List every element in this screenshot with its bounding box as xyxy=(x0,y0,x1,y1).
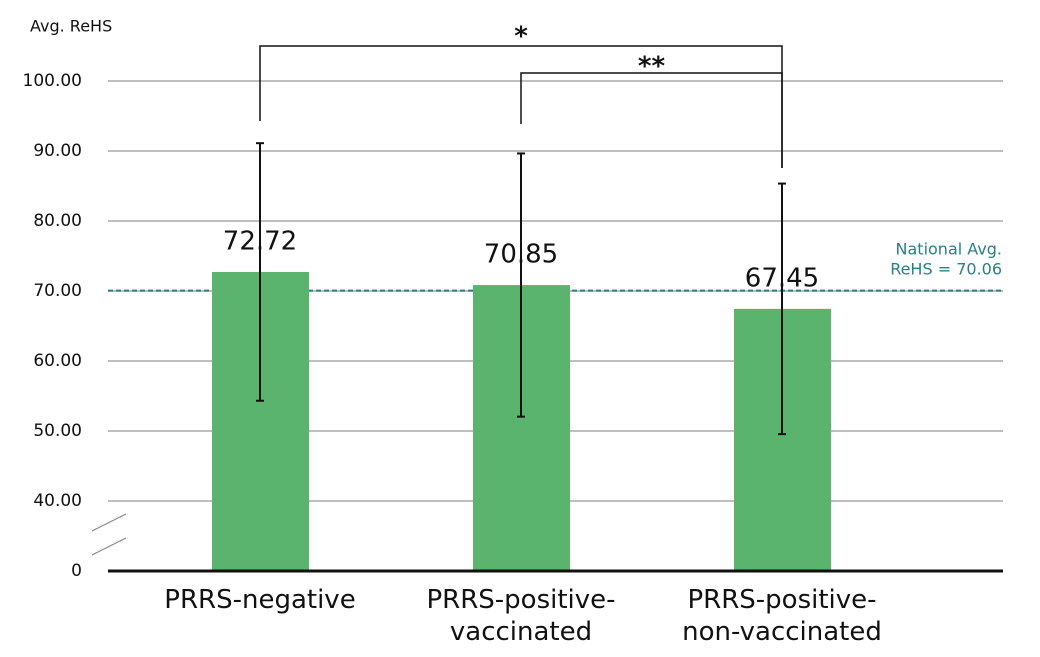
y-tick-label: 0 xyxy=(71,561,82,581)
significance-label: * xyxy=(514,22,528,52)
value-label: 70.85 xyxy=(484,240,558,270)
y-tick-label: 80.00 xyxy=(33,211,82,231)
axis-break xyxy=(91,537,127,556)
x-tick-label-line: non-vaccinated xyxy=(682,617,882,647)
x-tick-label-line: PRRS-negative xyxy=(164,585,355,615)
y-tick-label: 50.00 xyxy=(33,421,82,441)
y-tick-label: 90.00 xyxy=(33,141,82,161)
x-tick-label: PRRS-positive-non-vaccinated xyxy=(682,585,882,647)
y-tick-label: 60.00 xyxy=(33,351,82,371)
x-tick-label: PRRS-negative xyxy=(164,585,355,615)
significance-label: ** xyxy=(638,52,666,82)
error-bar xyxy=(778,182,786,436)
value-label: 72.72 xyxy=(223,226,297,256)
x-tick-label-line: PRRS-positive- xyxy=(687,585,876,615)
y-axis-label: Avg. ReHS xyxy=(30,17,112,36)
x-tick-label: PRRS-positive-vaccinated xyxy=(426,585,615,647)
y-tick-label: 70.00 xyxy=(33,281,82,301)
x-tick-label-line: vaccinated xyxy=(450,617,592,647)
y-tick-label: 100.00 xyxy=(23,71,82,91)
axis-break xyxy=(91,513,127,532)
y-tick-label: 40.00 xyxy=(33,491,82,511)
reference-label: National Avg. xyxy=(896,240,1002,259)
significance-bracket xyxy=(520,72,783,168)
error-bar xyxy=(256,142,264,402)
value-label: 67.45 xyxy=(745,263,819,293)
error-bar xyxy=(517,152,525,418)
reference-label: ReHS = 70.06 xyxy=(890,260,1002,279)
x-tick-label-line: PRRS-positive- xyxy=(426,585,615,615)
